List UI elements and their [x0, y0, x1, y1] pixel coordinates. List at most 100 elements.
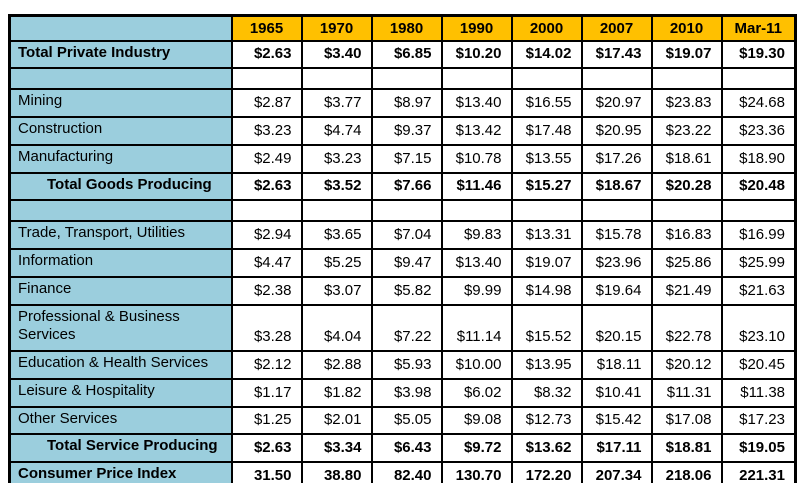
value-cell: $4.47	[230, 248, 303, 278]
value-cell: $11.14	[440, 303, 513, 352]
value-cell: 130.70	[440, 460, 513, 483]
value-cell: $5.05	[370, 405, 443, 436]
value-cell: $2.63	[230, 433, 303, 463]
value-cell: $7.66	[370, 171, 443, 202]
year-header: Mar-11	[720, 14, 797, 42]
value-cell: $1.82	[300, 377, 373, 408]
value-cell: $15.27	[510, 171, 583, 202]
row-label: Construction	[8, 116, 233, 146]
value-cell	[440, 67, 513, 91]
value-cell: $16.99	[720, 220, 797, 250]
value-cell: $20.48	[720, 171, 797, 202]
value-cell	[580, 67, 653, 91]
value-cell: $17.08	[650, 405, 723, 436]
table-row: Professional & Business Services $3.28 $4.…	[8, 303, 797, 352]
value-cell: $13.62	[510, 433, 583, 463]
value-cell: $9.99	[440, 275, 513, 306]
spacer-row	[8, 199, 797, 223]
value-cell: $20.28	[650, 171, 723, 202]
value-cell: $13.31	[510, 220, 583, 250]
value-cell: $3.77	[300, 88, 373, 118]
value-cell: $23.96	[580, 248, 653, 278]
value-cell	[510, 67, 583, 91]
table-row: Consumer Price Index 31.50 38.80 82.40 130.7…	[8, 460, 797, 483]
value-cell: $16.83	[650, 220, 723, 250]
spacer-row	[8, 67, 797, 91]
value-cell: $20.95	[580, 116, 653, 146]
table-row: Construction $3.23 $4.74 $9.37 $13.42 $17.48 $…	[8, 116, 797, 146]
value-cell: $2.49	[230, 143, 303, 174]
value-cell: $15.42	[580, 405, 653, 436]
table-row: Manufacturing $2.49 $3.23 $7.15 $10.78 $13.55…	[8, 143, 797, 174]
value-cell	[720, 67, 797, 91]
value-cell: 38.80	[300, 460, 373, 483]
value-cell: 207.34	[580, 460, 653, 483]
value-cell: 221.31	[720, 460, 797, 483]
value-cell: $13.95	[510, 350, 583, 380]
value-cell: $9.08	[440, 405, 513, 436]
value-cell: $20.15	[580, 303, 653, 352]
value-cell: 82.40	[370, 460, 443, 483]
value-cell: $20.12	[650, 350, 723, 380]
row-label: Trade, Transport, Utilities	[8, 220, 233, 250]
value-cell	[720, 199, 797, 223]
value-cell	[230, 67, 303, 91]
wage-table: 1965 1970 1980 1990 2000 2007 2010 Mar-11 Total…	[8, 14, 797, 483]
value-cell: $24.68	[720, 88, 797, 118]
value-cell	[580, 199, 653, 223]
value-cell: $17.48	[510, 116, 583, 146]
value-cell: $3.52	[300, 171, 373, 202]
table-row: Information $4.47 $5.25 $9.47 $13.40 $19.07 $2…	[8, 248, 797, 278]
table-row: Leisure & Hospitality $1.17 $1.82 $3.98 $6.0…	[8, 377, 797, 408]
value-cell	[370, 199, 443, 223]
value-cell: $1.25	[230, 405, 303, 436]
value-cell: $4.74	[300, 116, 373, 146]
value-cell: $25.86	[650, 248, 723, 278]
value-cell: $4.04	[300, 303, 373, 352]
value-cell: $23.10	[720, 303, 797, 352]
value-cell: 31.50	[230, 460, 303, 483]
row-label: Finance	[8, 275, 233, 306]
row-label: Consumer Price Index	[8, 460, 233, 483]
value-cell: $19.30	[720, 39, 797, 70]
value-cell: $11.46	[440, 171, 513, 202]
year-header: 1970	[300, 14, 373, 42]
value-cell	[510, 199, 583, 223]
table-row: Education & Health Services $2.12 $2.88 $5.…	[8, 350, 797, 380]
value-cell: $19.07	[510, 248, 583, 278]
value-cell: $15.78	[580, 220, 653, 250]
row-label: Mining	[8, 88, 233, 118]
table-row: Mining $2.87 $3.77 $8.97 $13.40 $16.55 $20.97 $…	[8, 88, 797, 118]
value-cell: $2.94	[230, 220, 303, 250]
table-row: Finance $2.38 $3.07 $5.82 $9.99 $14.98 $19.64 $…	[8, 275, 797, 306]
value-cell: $19.64	[580, 275, 653, 306]
value-cell: $2.88	[300, 350, 373, 380]
value-cell: $17.43	[580, 39, 653, 70]
table-header: 1965 1970 1980 1990 2000 2007 2010 Mar-11	[8, 14, 797, 42]
value-cell	[650, 67, 723, 91]
row-label: Total Service Producing	[8, 433, 233, 463]
value-cell: $7.22	[370, 303, 443, 352]
value-cell: $3.98	[370, 377, 443, 408]
value-cell: $2.12	[230, 350, 303, 380]
value-cell: $2.63	[230, 171, 303, 202]
value-cell: $23.22	[650, 116, 723, 146]
value-cell: $18.90	[720, 143, 797, 174]
value-cell	[440, 199, 513, 223]
value-cell: $5.93	[370, 350, 443, 380]
value-cell: $8.32	[510, 377, 583, 408]
year-header: 2007	[580, 14, 653, 42]
value-cell: $22.78	[650, 303, 723, 352]
value-cell: $19.07	[650, 39, 723, 70]
row-label: Total Private Industry	[8, 39, 233, 70]
value-cell: 172.20	[510, 460, 583, 483]
value-cell: $3.65	[300, 220, 373, 250]
value-cell: $6.43	[370, 433, 443, 463]
table-row: Total Goods Producing $2.63 $3.52 $7.66 $11.…	[8, 171, 797, 202]
value-cell: $14.02	[510, 39, 583, 70]
value-cell: $10.78	[440, 143, 513, 174]
value-cell: $23.36	[720, 116, 797, 146]
row-label: Other Services	[8, 405, 233, 436]
row-label: Professional & Business Services	[8, 303, 233, 352]
value-cell: $21.63	[720, 275, 797, 306]
